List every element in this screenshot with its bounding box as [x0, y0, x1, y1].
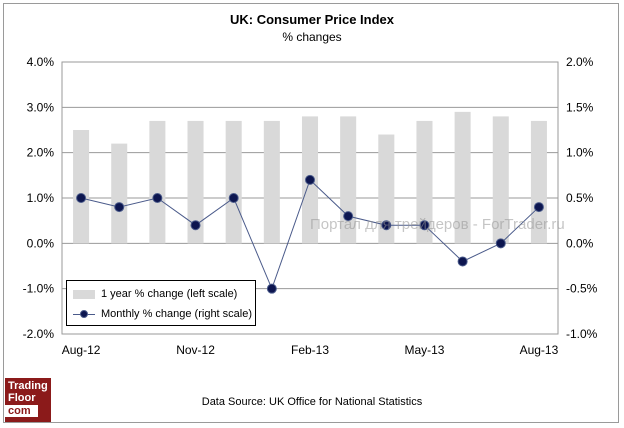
left-axis-tick-label: 0.0%	[27, 236, 55, 250]
legend-item-annual: 1 year % change (left scale)	[73, 286, 237, 302]
right-axis-tick-label: 0.0%	[566, 236, 594, 250]
point-monthly-Aug-13	[533, 202, 544, 213]
logo-line-2: Floor	[8, 392, 36, 404]
tradingfloor-logo[interactable]: Trading Floor com	[5, 378, 51, 422]
bar-annual-Mar-13	[340, 116, 357, 244]
right-axis-tick-label: 0.5%	[566, 191, 594, 205]
bar-annual-Nov-12	[187, 120, 204, 244]
logo-line-1: Trading	[8, 380, 48, 392]
point-monthly-Jan-13	[266, 283, 277, 294]
legend-label-monthly: Monthly % change (right scale)	[101, 308, 253, 320]
point-monthly-Sep-12	[114, 202, 125, 213]
x-axis-tick-label: Aug-12	[62, 343, 101, 357]
bar-annual-Aug-13	[530, 120, 547, 244]
legend-item-monthly: Monthly % change (right scale)	[73, 306, 252, 322]
bar-annual-Jan-13	[263, 120, 280, 244]
point-monthly-Oct-12	[152, 193, 163, 203]
point-monthly-Jun-13	[457, 256, 468, 267]
x-axis-tick-label: Nov-12	[176, 343, 215, 357]
x-axis-tick-label: Aug-13	[520, 343, 559, 357]
right-axis-tick-label: -0.5%	[566, 282, 598, 296]
point-monthly-Nov-12	[190, 220, 201, 231]
left-axis-tick-label: -1.0%	[23, 282, 55, 296]
bar-annual-Dec-12	[225, 120, 242, 244]
chart-subtitle: % changes	[282, 30, 342, 44]
chart-legend: 1 year % change (left scale) Monthly % c…	[66, 280, 256, 326]
right-axis-tick-label: 1.0%	[566, 146, 594, 160]
bar-annual-May-13	[416, 120, 433, 244]
point-monthly-Jul-13	[495, 238, 506, 249]
x-axis-tick-label: May-13	[404, 343, 444, 357]
bar-annual-Jul-13	[492, 116, 509, 244]
point-monthly-Feb-13	[305, 174, 315, 185]
chart-title: UK: Consumer Price Index	[230, 12, 394, 27]
point-monthly-May-13	[419, 220, 430, 231]
watermark: Портал для трейдеров - ForTrader.ru	[310, 216, 565, 233]
logo-line-3: com	[5, 405, 38, 417]
left-axis-tick-label: 3.0%	[27, 100, 55, 114]
bar-annual-Sep-12	[111, 143, 128, 244]
left-axis-tick-label: 1.0%	[27, 191, 55, 205]
right-axis-tick-label: -1.0%	[566, 327, 598, 341]
left-axis-tick-label: 4.0%	[27, 55, 55, 69]
left-axis-tick-label: -2.0%	[23, 327, 55, 341]
legend-line-swatch	[73, 309, 95, 319]
legend-label-annual: 1 year % change (left scale)	[101, 288, 238, 300]
bar-annual-Apr-13	[378, 134, 395, 244]
legend-bar-swatch	[73, 289, 95, 299]
point-monthly-Dec-12	[228, 193, 239, 203]
right-axis-tick-label: 2.0%	[566, 55, 594, 69]
right-axis-tick-label: 1.5%	[566, 100, 594, 114]
data-source: Data Source: UK Office for National Stat…	[201, 396, 423, 408]
bar-annual-Aug-12	[73, 130, 90, 244]
point-monthly-Aug-12	[76, 193, 87, 203]
x-axis-tick-label: Feb-13	[291, 343, 329, 357]
bar-annual-Oct-12	[149, 120, 166, 244]
left-axis-tick-label: 2.0%	[27, 146, 55, 160]
point-monthly-Apr-13	[381, 220, 392, 231]
bar-annual-Jun-13	[454, 111, 471, 244]
point-monthly-Mar-13	[343, 211, 354, 222]
